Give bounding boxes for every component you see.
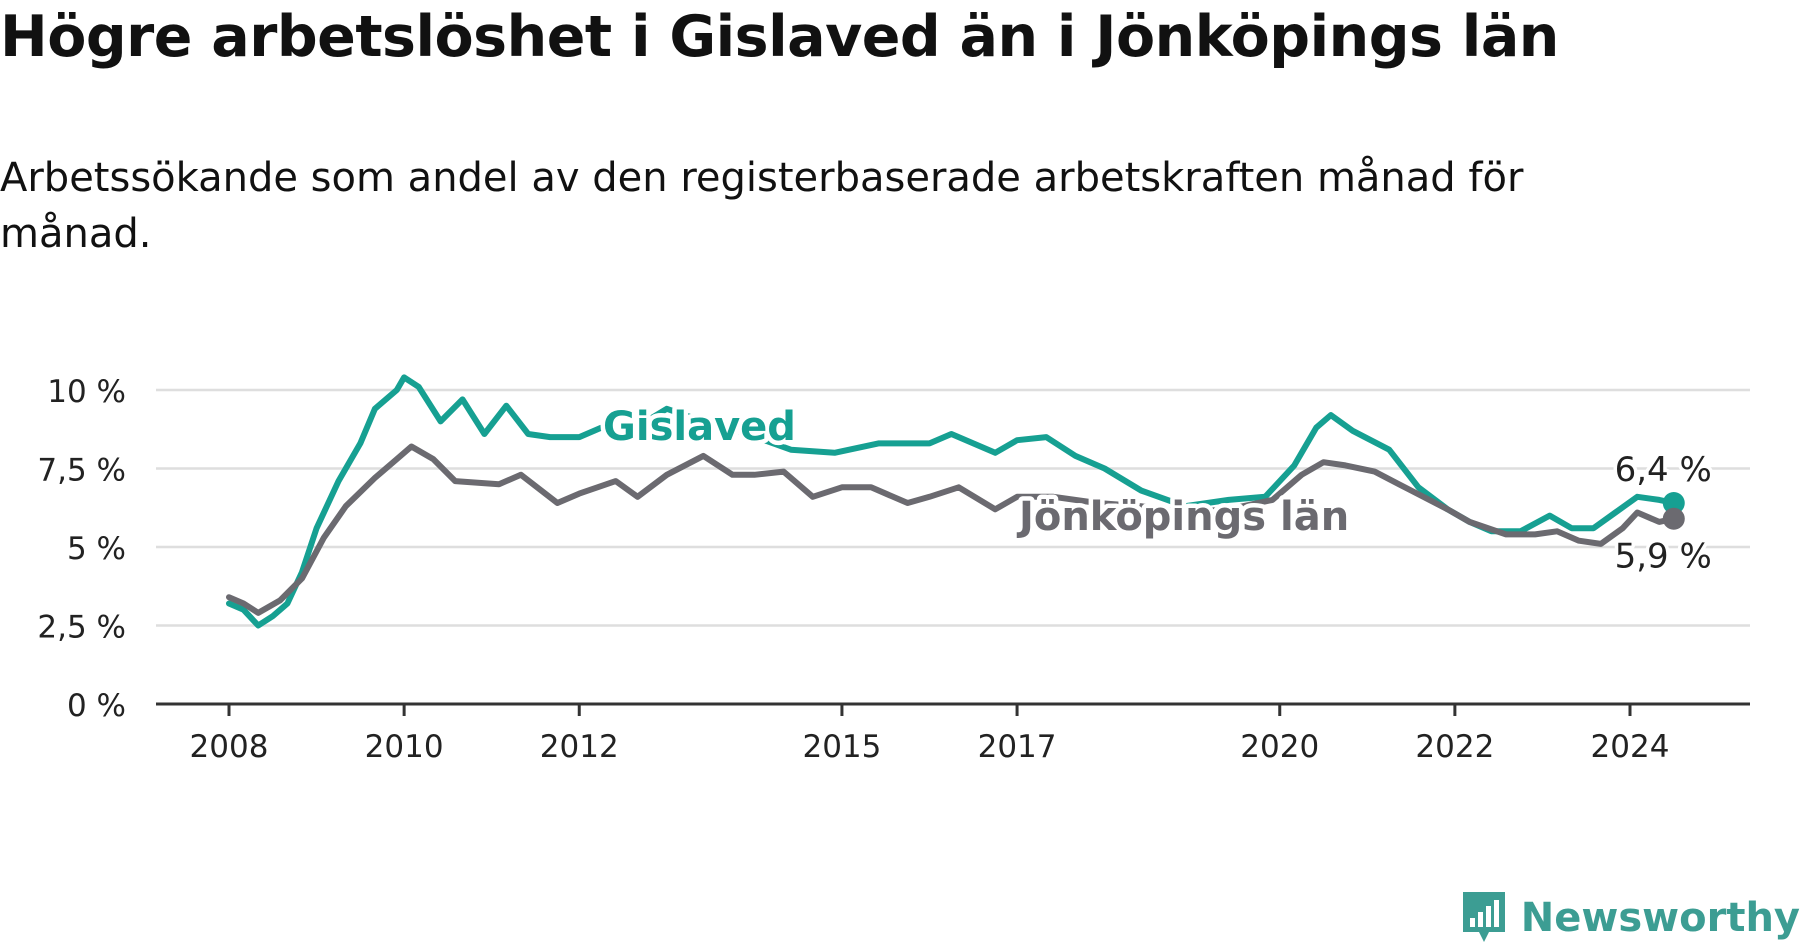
brand-name: Newsworthy — [1520, 895, 1800, 941]
x-tick-label: 2015 — [802, 729, 881, 765]
series-label-jonkopings-lan: Jönköpings län — [1016, 494, 1349, 540]
brand-logo: Newsworthy — [1459, 885, 1800, 951]
x-tick-label: 2008 — [190, 729, 269, 765]
chart-subtitle: Arbetssökande som andel av den registerb… — [0, 155, 1524, 257]
y-tick-label: 2,5 % — [37, 610, 126, 646]
x-tick-label: 2022 — [1415, 729, 1494, 765]
series-label-gislaved: Gislaved — [603, 404, 796, 450]
newsworthy-logo-icon — [1462, 892, 1505, 942]
y-tick-label: 5 % — [67, 531, 126, 567]
end-marker-jonkopings-lan — [1662, 507, 1685, 530]
chart-title: Högre arbetslöshet i Gislaved än i Jönkö… — [0, 4, 1559, 70]
y-tick-label: 10 % — [47, 374, 126, 410]
series-line-gislaved — [226, 374, 1677, 629]
x-tick-label: 2017 — [978, 729, 1057, 765]
x-tick-label: 2020 — [1240, 729, 1319, 765]
end-value-label-gislaved: 6,4 % — [1615, 450, 1712, 490]
end-value-label-jonkopings-lan: 5,9 % — [1615, 537, 1712, 577]
end-marker-gislaved — [1662, 492, 1685, 515]
series-line-jonkopings-lan — [226, 443, 1677, 616]
x-tick-label: 2024 — [1591, 729, 1670, 765]
x-tick-label: 2012 — [540, 729, 619, 765]
y-tick-label: 0 % — [67, 688, 126, 724]
x-tick-label: 2010 — [365, 729, 444, 765]
y-tick-label: 7,5 % — [37, 453, 126, 489]
